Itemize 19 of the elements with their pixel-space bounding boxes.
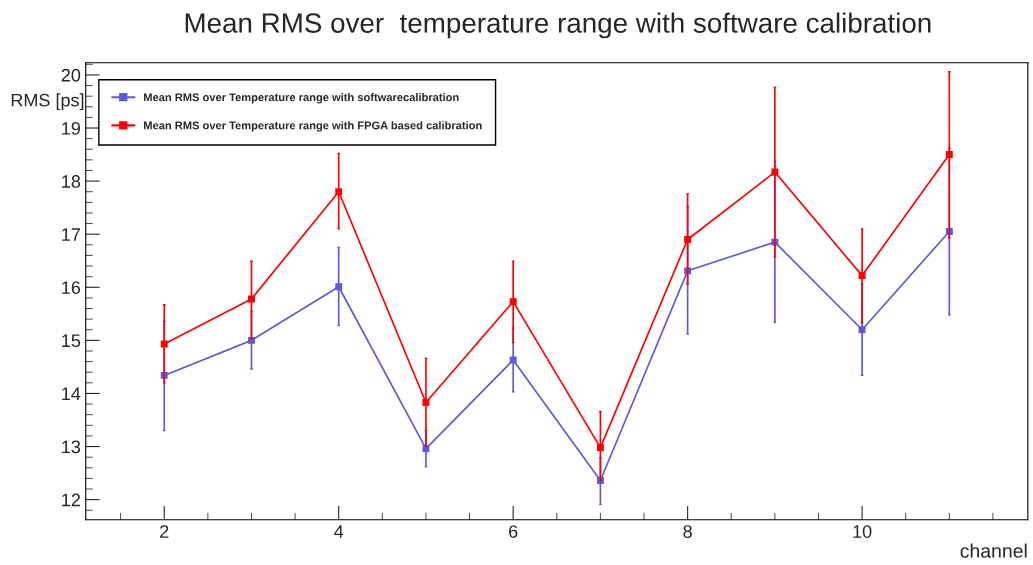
x-tick-label: 2	[160, 525, 169, 538]
y-tick-label: 18	[62, 175, 81, 188]
y-tick-label: 14	[62, 387, 81, 400]
x-tick-label: 6	[509, 525, 518, 538]
chart-title: Mean RMS over temperature range with software calibration	[185, 12, 931, 39]
y-tick-label: 13	[62, 440, 81, 454]
y-tick-label: 15	[62, 334, 81, 348]
x-axis-title: channel	[960, 543, 1027, 558]
x-tick-label: 8	[683, 525, 692, 538]
y-tick-label: 16	[62, 281, 81, 294]
y-axis-title: RMS [ps]	[11, 93, 84, 111]
y-tick-label: 19	[62, 121, 81, 135]
x-tick-label: 4	[334, 525, 344, 538]
legend-label: Mean RMS over Temperature range with softwarecalibration	[144, 93, 459, 104]
legend-label: Mean RMS over Temperature range with FPGA based calibration	[144, 121, 482, 132]
x-tick-label: 10	[853, 525, 872, 538]
y-tick-label: 17	[62, 228, 80, 241]
y-tick-label: 12	[62, 493, 80, 507]
y-tick-label: 20	[61, 68, 81, 82]
